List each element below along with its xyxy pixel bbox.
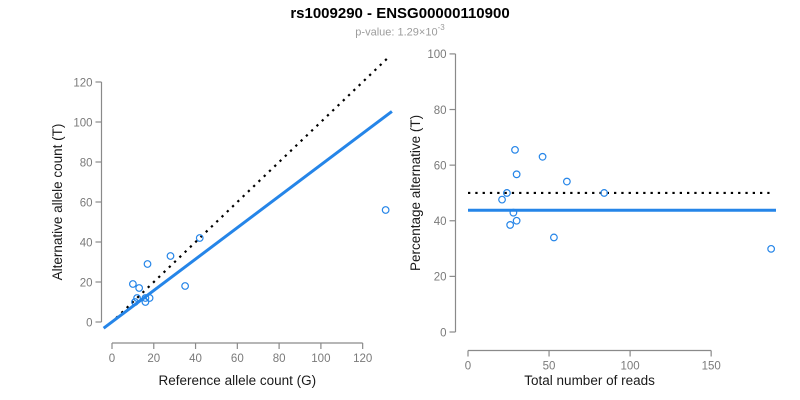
data-point [141,298,150,306]
data-point [143,260,152,268]
data-point [600,189,609,197]
y-tick-label: 60 [80,197,93,209]
y-tick-label: 40 [434,216,447,228]
data-point [506,221,515,229]
y-tick-label: 40 [80,237,93,249]
y-tick-label: 80 [80,157,93,169]
x-axis-title: Reference allele count (G) [159,373,317,388]
data-point [767,244,776,253]
data-point [133,294,141,302]
y-tick-label: 80 [434,105,447,117]
y-tick-label: 100 [73,117,92,129]
right-plot: 0 20 40 60 80 100 0 50 100 150 Total number of rea… [408,49,776,388]
data-point [498,195,506,204]
identity-line [115,55,391,319]
x-axis-title: Total number of reads [524,373,655,388]
data-point [141,294,150,302]
data-point [381,206,390,214]
data-point [128,280,137,288]
y-tick-label: 100 [427,49,446,61]
x-tick-label: 0 [465,361,471,373]
data-point [509,208,518,217]
data-point [181,282,190,290]
y-tick-label: 0 [440,327,446,339]
data-point [135,284,144,292]
x-tick-label: 80 [273,353,286,365]
data-points [128,206,390,306]
data-point [512,170,521,179]
x-tick-label: 100 [311,353,330,365]
x-tick-label: 60 [231,353,244,365]
x-tick-label: 150 [702,361,721,373]
y-tick-label: 20 [434,272,447,284]
y-tick-label: 120 [73,77,92,89]
x-tick-label: 100 [621,361,640,373]
data-point [550,233,558,242]
y-axis: 0 20 40 60 80 100 [427,49,457,339]
p-value-text: p-value: 1.29×10 [355,26,438,39]
fitted-ratio-line [102,110,393,330]
p-value-exponent: -3 [437,23,445,32]
data-point [145,294,154,302]
page-title: rs1009290 - ENSG00000110900 [290,5,510,22]
p-value-subtitle: p-value: 1.29×10-3 [0,23,800,39]
y-tick-label: 60 [434,160,447,172]
data-point [512,216,521,225]
data-point [195,234,204,242]
data-point [511,145,519,154]
data-point [166,252,175,260]
y-axis-title: Percentage alternative (T) [408,115,423,271]
data-point [131,298,139,306]
data-point [538,152,547,161]
x-tick-label: 120 [353,353,372,365]
x-tick-label: 40 [189,353,202,365]
x-axis: 0 20 40 60 80 100 120 [109,342,372,365]
y-tick-label: 20 [80,277,93,289]
x-axis: 0 50 100 150 [465,349,721,373]
data-points [498,145,776,253]
y-axis: 0 20 40 60 80 100 120 [73,77,103,329]
left-plot: 0 20 40 60 80 100 120 0 20 40 60 80 100 120 Reference … [50,55,393,388]
data-point [562,177,571,186]
data-point [503,189,511,197]
x-tick-label: 50 [543,361,556,373]
y-axis-title: Alternative allele count (T) [50,124,65,281]
x-tick-label: 0 [109,353,115,365]
y-tick-label: 0 [86,317,92,329]
x-tick-label: 20 [147,353,160,365]
